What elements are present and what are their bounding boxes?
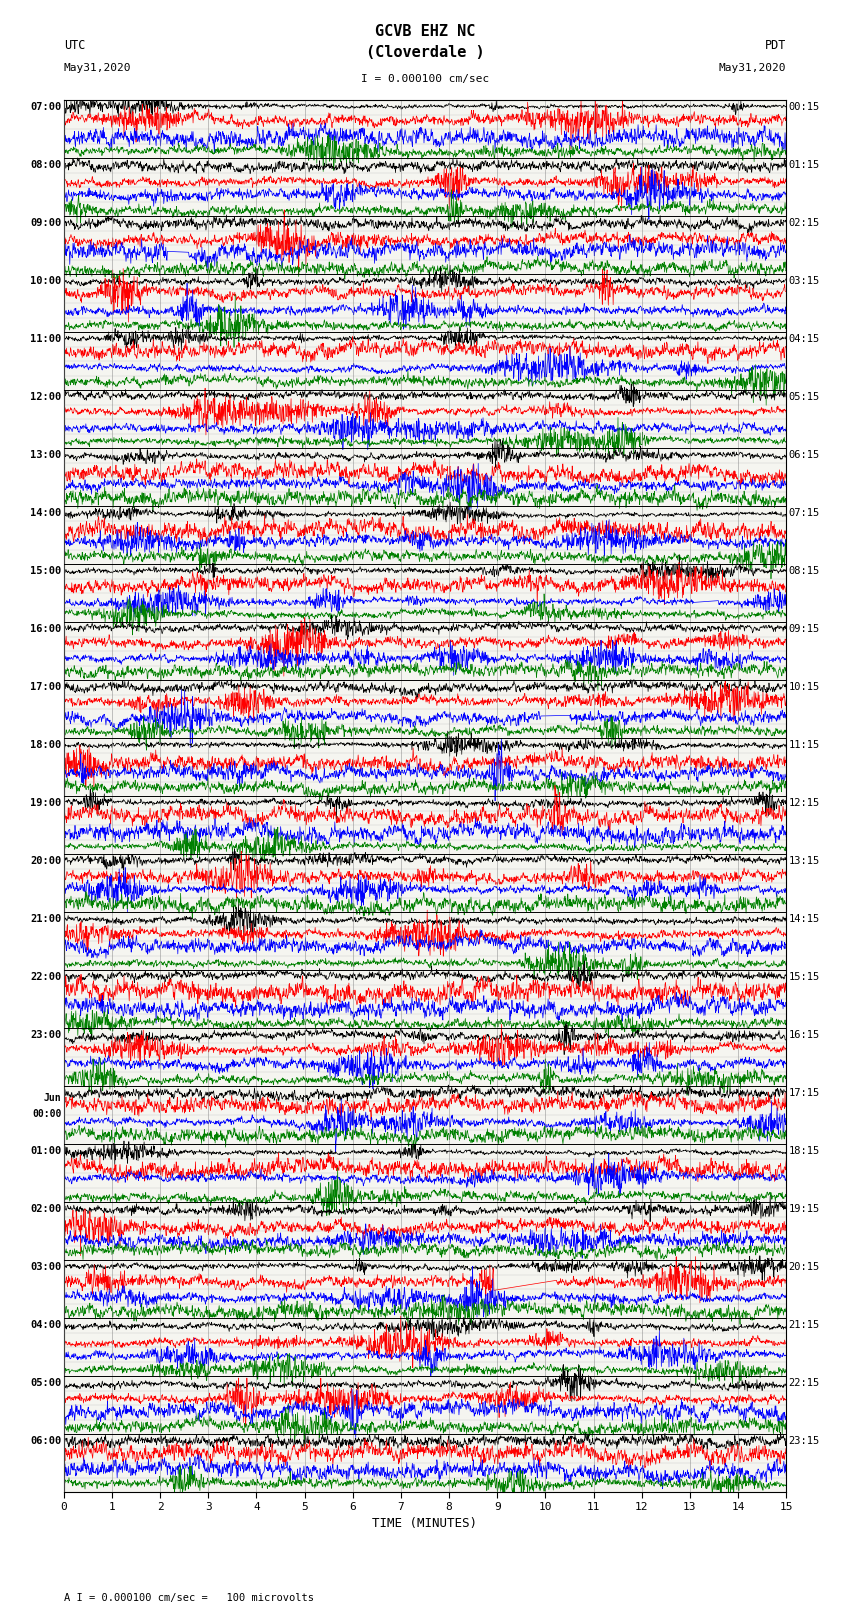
Text: I = 0.000100 cm/sec: I = 0.000100 cm/sec	[361, 74, 489, 84]
Text: GCVB EHZ NC: GCVB EHZ NC	[375, 24, 475, 39]
Text: UTC: UTC	[64, 39, 85, 52]
Text: 19:00: 19:00	[31, 798, 61, 808]
Text: 09:00: 09:00	[31, 218, 61, 229]
Text: 04:15: 04:15	[789, 334, 819, 344]
Text: 22:00: 22:00	[31, 973, 61, 982]
Text: 16:15: 16:15	[789, 1031, 819, 1040]
Text: 03:00: 03:00	[31, 1263, 61, 1273]
Text: 18:15: 18:15	[789, 1147, 819, 1157]
Text: 02:15: 02:15	[789, 218, 819, 229]
Text: 11:15: 11:15	[789, 740, 819, 750]
Text: A I = 0.000100 cm/sec =   100 microvolts: A I = 0.000100 cm/sec = 100 microvolts	[64, 1594, 314, 1603]
Text: 23:00: 23:00	[31, 1031, 61, 1040]
Text: 09:15: 09:15	[789, 624, 819, 634]
Text: 21:00: 21:00	[31, 915, 61, 924]
Text: 19:15: 19:15	[789, 1205, 819, 1215]
Text: 01:00: 01:00	[31, 1147, 61, 1157]
Text: 08:15: 08:15	[789, 566, 819, 576]
Text: 05:00: 05:00	[31, 1379, 61, 1389]
Text: 10:15: 10:15	[789, 682, 819, 692]
Text: 18:00: 18:00	[31, 740, 61, 750]
Text: 06:00: 06:00	[31, 1436, 61, 1447]
Text: 08:00: 08:00	[31, 160, 61, 171]
Text: 03:15: 03:15	[789, 276, 819, 287]
Text: Jun: Jun	[44, 1092, 61, 1103]
Text: 10:00: 10:00	[31, 276, 61, 287]
Text: 07:00: 07:00	[31, 102, 61, 113]
Text: 15:15: 15:15	[789, 973, 819, 982]
Text: 20:00: 20:00	[31, 857, 61, 866]
X-axis label: TIME (MINUTES): TIME (MINUTES)	[372, 1516, 478, 1529]
Text: 13:00: 13:00	[31, 450, 61, 460]
Text: May31,2020: May31,2020	[719, 63, 786, 73]
Text: May31,2020: May31,2020	[64, 63, 131, 73]
Text: 00:00: 00:00	[32, 1110, 61, 1119]
Text: 04:00: 04:00	[31, 1321, 61, 1331]
Text: PDT: PDT	[765, 39, 786, 52]
Text: 11:00: 11:00	[31, 334, 61, 344]
Text: (Cloverdale ): (Cloverdale )	[366, 45, 484, 60]
Text: 12:15: 12:15	[789, 798, 819, 808]
Text: 06:15: 06:15	[789, 450, 819, 460]
Text: 21:15: 21:15	[789, 1321, 819, 1331]
Text: 14:15: 14:15	[789, 915, 819, 924]
Text: 02:00: 02:00	[31, 1205, 61, 1215]
Text: 17:15: 17:15	[789, 1089, 819, 1098]
Text: 01:15: 01:15	[789, 160, 819, 171]
Text: 05:15: 05:15	[789, 392, 819, 402]
Text: 00:15: 00:15	[789, 102, 819, 113]
Text: 20:15: 20:15	[789, 1263, 819, 1273]
Text: 15:00: 15:00	[31, 566, 61, 576]
Text: 12:00: 12:00	[31, 392, 61, 402]
Text: 13:15: 13:15	[789, 857, 819, 866]
Text: 16:00: 16:00	[31, 624, 61, 634]
Text: 17:00: 17:00	[31, 682, 61, 692]
Text: 23:15: 23:15	[789, 1436, 819, 1447]
Text: 14:00: 14:00	[31, 508, 61, 518]
Text: 22:15: 22:15	[789, 1379, 819, 1389]
Text: 07:15: 07:15	[789, 508, 819, 518]
